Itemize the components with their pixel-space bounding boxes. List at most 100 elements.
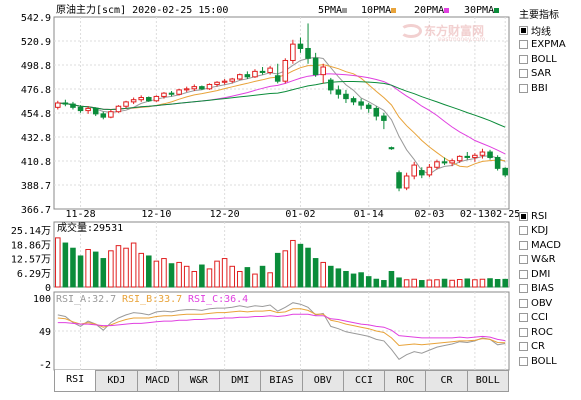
volume-bar xyxy=(274,252,281,288)
date-tick-label: 12-20 xyxy=(210,209,240,220)
volume-bar xyxy=(161,258,167,288)
sub-indicator-bias[interactable]: BIAS xyxy=(519,282,561,297)
checkbox[interactable] xyxy=(519,211,528,221)
candle-body xyxy=(396,172,402,189)
volume-bar xyxy=(206,268,213,288)
candle xyxy=(411,161,417,180)
candle xyxy=(161,92,167,99)
candle-body xyxy=(108,111,114,118)
tab-dmi[interactable]: DMI xyxy=(220,370,262,392)
candle xyxy=(199,85,205,90)
price-tick-label: 410.8 xyxy=(21,157,51,168)
date-tick-label: 01-14 xyxy=(354,209,384,220)
volume-bar xyxy=(297,243,304,288)
checkbox[interactable] xyxy=(519,255,528,265)
rsi-tick-label: -2 xyxy=(39,360,51,371)
checkbox[interactable] xyxy=(519,313,528,323)
volume-label: 成交量:29531 xyxy=(57,221,123,234)
checkbox[interactable] xyxy=(519,240,528,250)
volume-tick-label: 18.86万 xyxy=(11,240,51,251)
sub-indicator-obv[interactable]: OBV xyxy=(519,296,561,311)
indicator-label: BBI xyxy=(531,82,548,94)
tab-boll[interactable]: BOLL xyxy=(467,370,509,392)
candle-body xyxy=(70,103,76,108)
tab-bias[interactable]: BIAS xyxy=(261,370,303,392)
checkbox[interactable] xyxy=(519,54,528,64)
sub-indicator-macd[interactable]: MACD xyxy=(519,238,561,253)
volume-bar xyxy=(487,278,493,288)
candle-body xyxy=(199,86,205,90)
checkbox[interactable] xyxy=(519,83,528,93)
volume-bar xyxy=(168,263,175,288)
candle xyxy=(244,71,251,80)
main-indicator-sar[interactable]: SAR xyxy=(519,67,566,82)
candle-body xyxy=(221,80,228,83)
checkbox[interactable] xyxy=(519,327,528,337)
volume-tick-label: 0 xyxy=(45,283,51,294)
ma20-line xyxy=(57,73,506,155)
sub-indicator-cci[interactable]: CCI xyxy=(519,311,561,326)
main-indicator-panel: 主要指标 均线 EXPMA BOLL SAR BBI xyxy=(519,9,566,96)
indicator-label: W&R xyxy=(531,254,556,266)
tab-rsi[interactable]: RSI xyxy=(54,370,97,392)
sub-indicator-kdj[interactable]: KDJ xyxy=(519,224,561,239)
candle xyxy=(479,148,486,159)
tab-roc[interactable]: ROC xyxy=(385,370,427,392)
sub-indicator-rsi[interactable]: RSI xyxy=(519,209,561,224)
sub-indicator-dmi[interactable]: DMI xyxy=(519,267,561,282)
tab-wr[interactable]: W&R xyxy=(178,370,221,392)
sub-indicator-wr[interactable]: W&R xyxy=(519,253,561,268)
sub-indicator-boll[interactable]: BOLL xyxy=(519,354,561,369)
tab-obv[interactable]: OBV xyxy=(302,370,344,392)
checkbox[interactable] xyxy=(519,342,528,352)
indicator-label: BIAS xyxy=(531,283,554,295)
checkbox[interactable] xyxy=(519,269,528,279)
candle-body xyxy=(244,74,251,78)
candle-body xyxy=(62,102,69,105)
volume-bar xyxy=(259,265,266,288)
ma-legend-swatch xyxy=(494,8,499,13)
candle-body xyxy=(267,67,273,73)
candle-body xyxy=(176,89,182,95)
main-indicator-boll[interactable]: BOLL xyxy=(519,52,566,67)
volume-bar xyxy=(479,278,486,288)
candle xyxy=(403,172,410,191)
tab-macd[interactable]: MACD xyxy=(137,370,179,392)
candle-body xyxy=(85,107,91,112)
volume-bar xyxy=(153,260,160,288)
volume-bar xyxy=(441,278,448,288)
candle-body xyxy=(274,75,281,82)
candle-body xyxy=(411,164,417,177)
candle xyxy=(123,100,129,109)
sub-indicator-roc[interactable]: ROC xyxy=(519,325,561,340)
checkbox[interactable] xyxy=(519,226,528,236)
tab-kdj[interactable]: KDJ xyxy=(96,370,138,392)
volume-bar xyxy=(115,245,122,288)
candle-body xyxy=(115,105,122,113)
volume-bar xyxy=(494,279,501,288)
checkbox[interactable] xyxy=(519,298,528,308)
tab-cr[interactable]: CR xyxy=(426,370,468,392)
candle xyxy=(373,106,380,121)
candle-body xyxy=(77,106,84,112)
main-indicator-bbi[interactable]: BBI xyxy=(519,81,566,96)
candle xyxy=(146,96,152,102)
checkbox[interactable] xyxy=(519,25,528,35)
volume-bar xyxy=(123,247,129,288)
sub-indicator-cr[interactable]: CR xyxy=(519,340,561,355)
candle-body xyxy=(456,155,463,162)
main-indicator-expma[interactable]: EXPMA xyxy=(519,38,566,53)
candle-body xyxy=(487,151,493,158)
checkbox[interactable] xyxy=(519,284,528,294)
candle-body xyxy=(419,170,425,176)
checkbox[interactable] xyxy=(519,69,528,79)
checkbox[interactable] xyxy=(519,40,528,50)
main-indicator-[interactable]: 均线 xyxy=(519,23,566,38)
checkbox[interactable] xyxy=(519,356,528,366)
candle xyxy=(191,84,198,91)
candle-body xyxy=(168,92,175,95)
candle-body xyxy=(214,81,220,85)
volume-bar xyxy=(176,261,182,288)
indicator-label: 均线 xyxy=(531,26,551,38)
tab-cci[interactable]: CCI xyxy=(343,370,386,392)
